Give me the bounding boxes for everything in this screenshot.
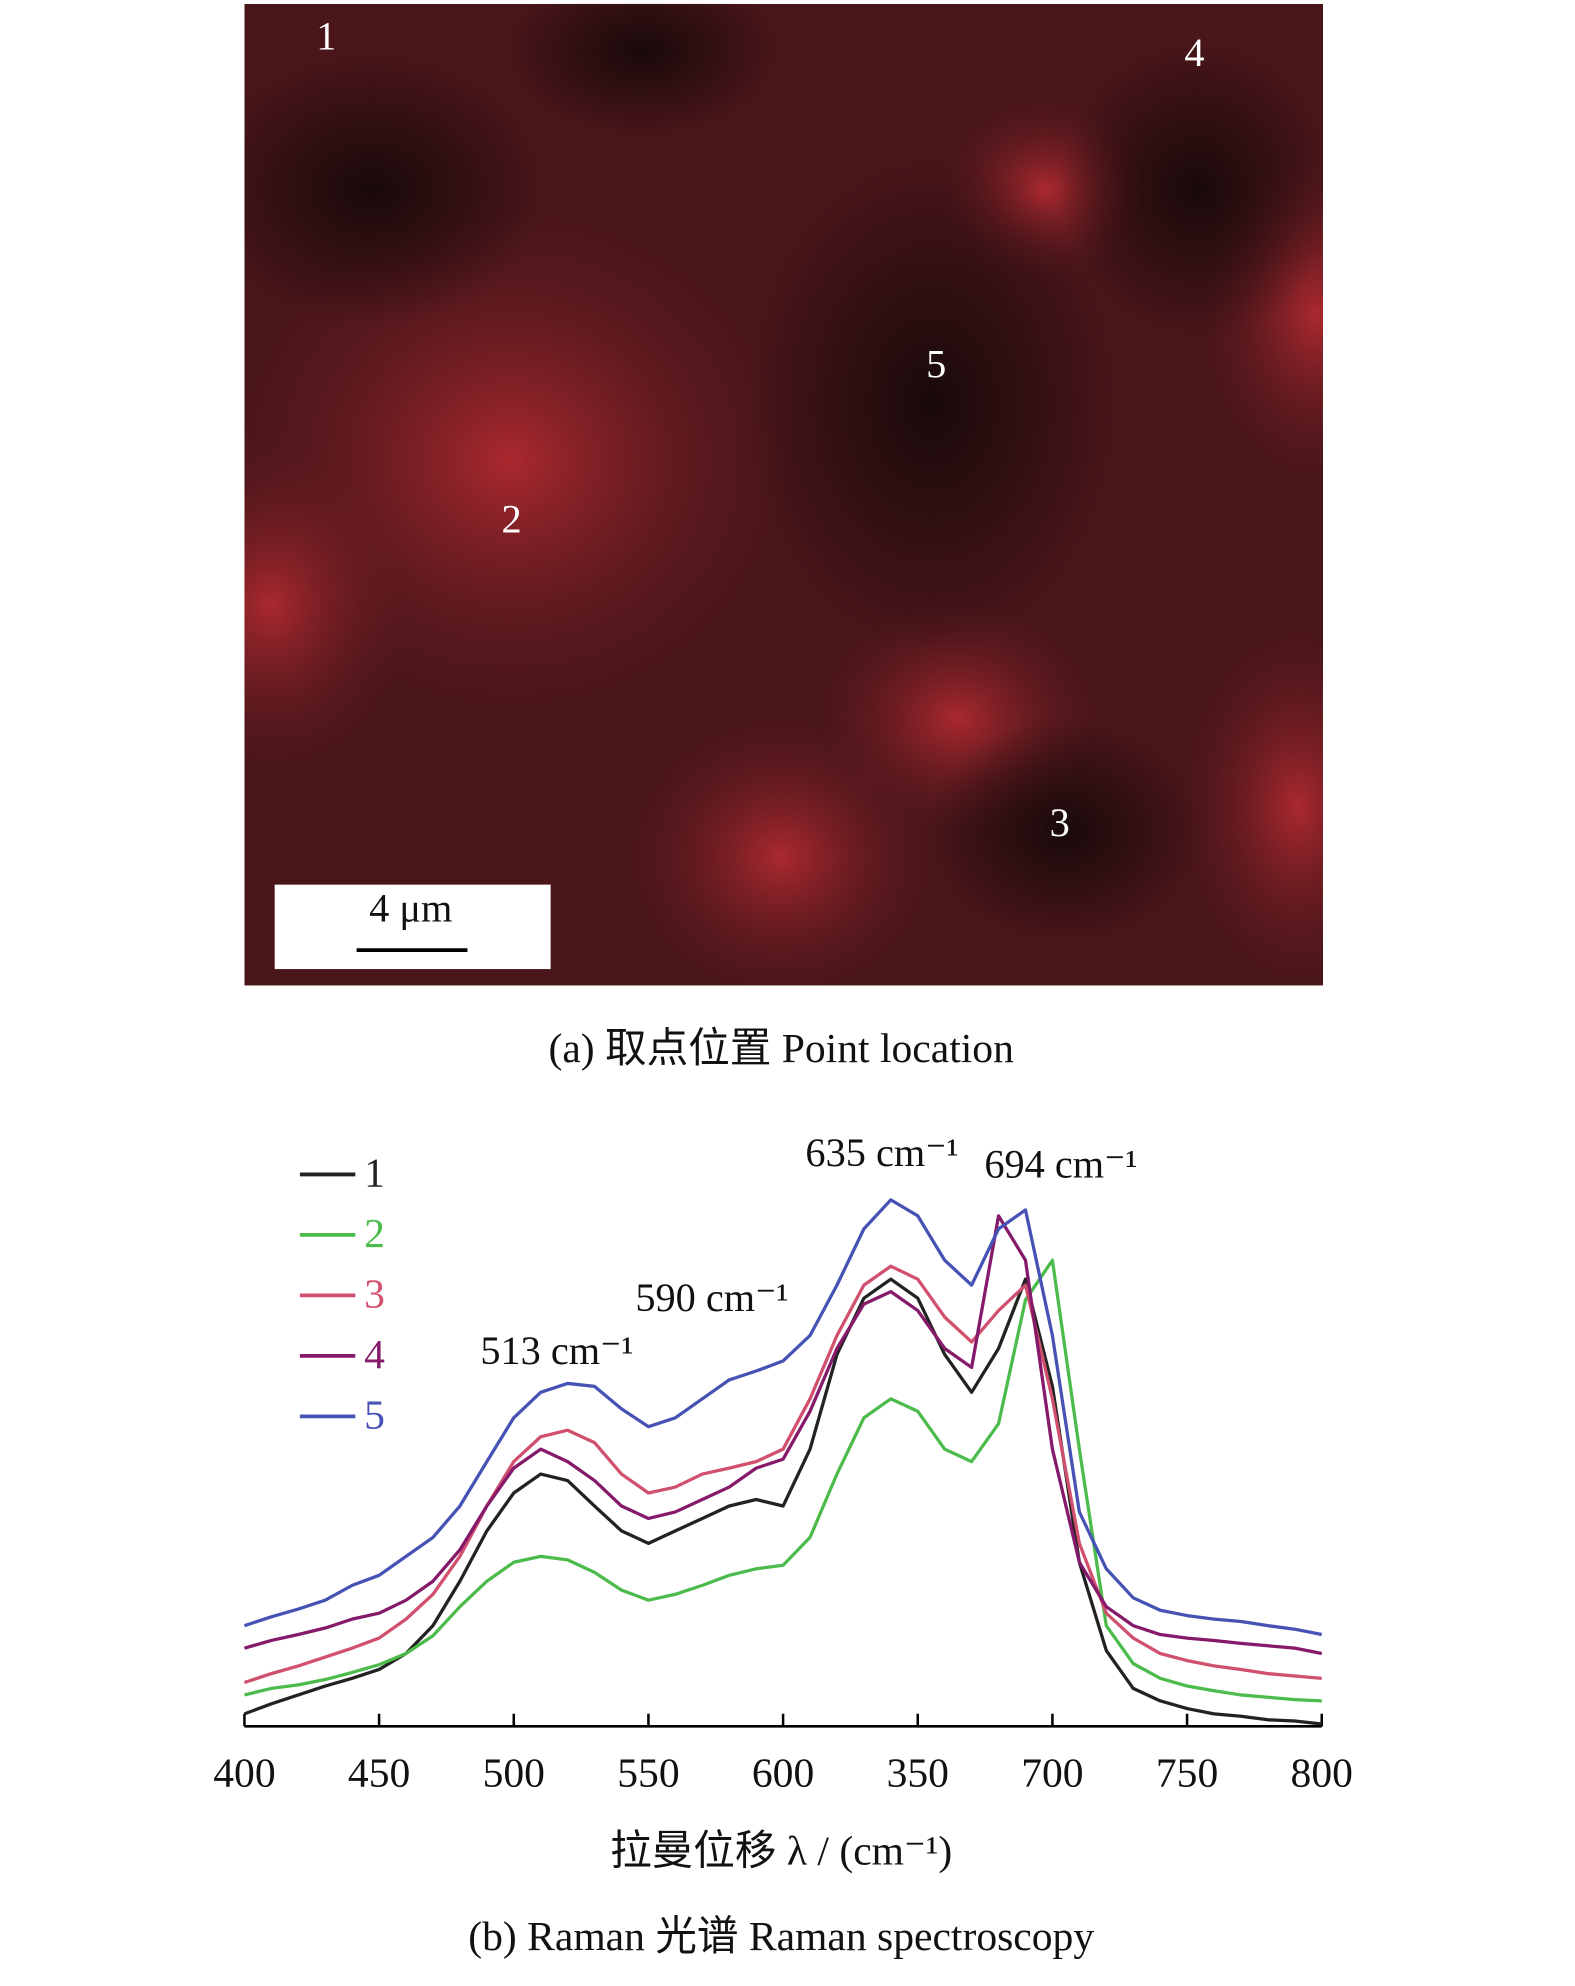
- point-label: 4: [1184, 30, 1204, 75]
- point-label: 1: [316, 14, 336, 59]
- scale-bar-label: 4 μm: [369, 886, 452, 931]
- peak-annotation: 635 cm⁻¹: [805, 1130, 958, 1175]
- point-label: 3: [1050, 800, 1070, 845]
- x-tick-label: 700: [1021, 1749, 1083, 1795]
- series-line: [243, 1198, 1323, 1637]
- x-tick-label: 550: [617, 1749, 679, 1795]
- caption: (b) Raman 光谱 Raman spectroscopy: [468, 1913, 1094, 1960]
- x-tick-label: 600: [752, 1749, 814, 1795]
- legend-label: 1: [364, 1150, 385, 1196]
- caption: (a) 取点位置 Point location: [549, 1025, 1015, 1072]
- x-tick-label: 400: [213, 1749, 275, 1795]
- peak-annotation: 513 cm⁻¹: [480, 1328, 633, 1373]
- legend-label: 4: [364, 1331, 385, 1377]
- map-image: [244, 3, 1323, 986]
- series-line: [243, 1264, 1322, 1685]
- x-tick-label: 350: [887, 1749, 949, 1795]
- series-line: [244, 1258, 1322, 1703]
- series-line: [243, 1277, 1322, 1726]
- scale-bar-box: [274, 884, 551, 970]
- legend-label: 3: [364, 1270, 385, 1316]
- x-axis-label: 拉曼位移 λ / (cm⁻¹): [610, 1827, 952, 1874]
- x-tick-label: 800: [1291, 1749, 1353, 1795]
- x-tick-label: 500: [483, 1749, 545, 1795]
- series-line: [243, 1214, 1323, 1656]
- peak-annotation: 694 cm⁻¹: [984, 1141, 1137, 1186]
- point-label: 5: [926, 341, 946, 386]
- x-tick-label: 450: [348, 1749, 410, 1795]
- point-label: 2: [501, 496, 521, 541]
- legend-label: 5: [364, 1391, 385, 1437]
- x-tick-label: 750: [1156, 1749, 1218, 1795]
- legend-label: 2: [364, 1210, 385, 1256]
- peak-annotation: 590 cm⁻¹: [635, 1275, 788, 1320]
